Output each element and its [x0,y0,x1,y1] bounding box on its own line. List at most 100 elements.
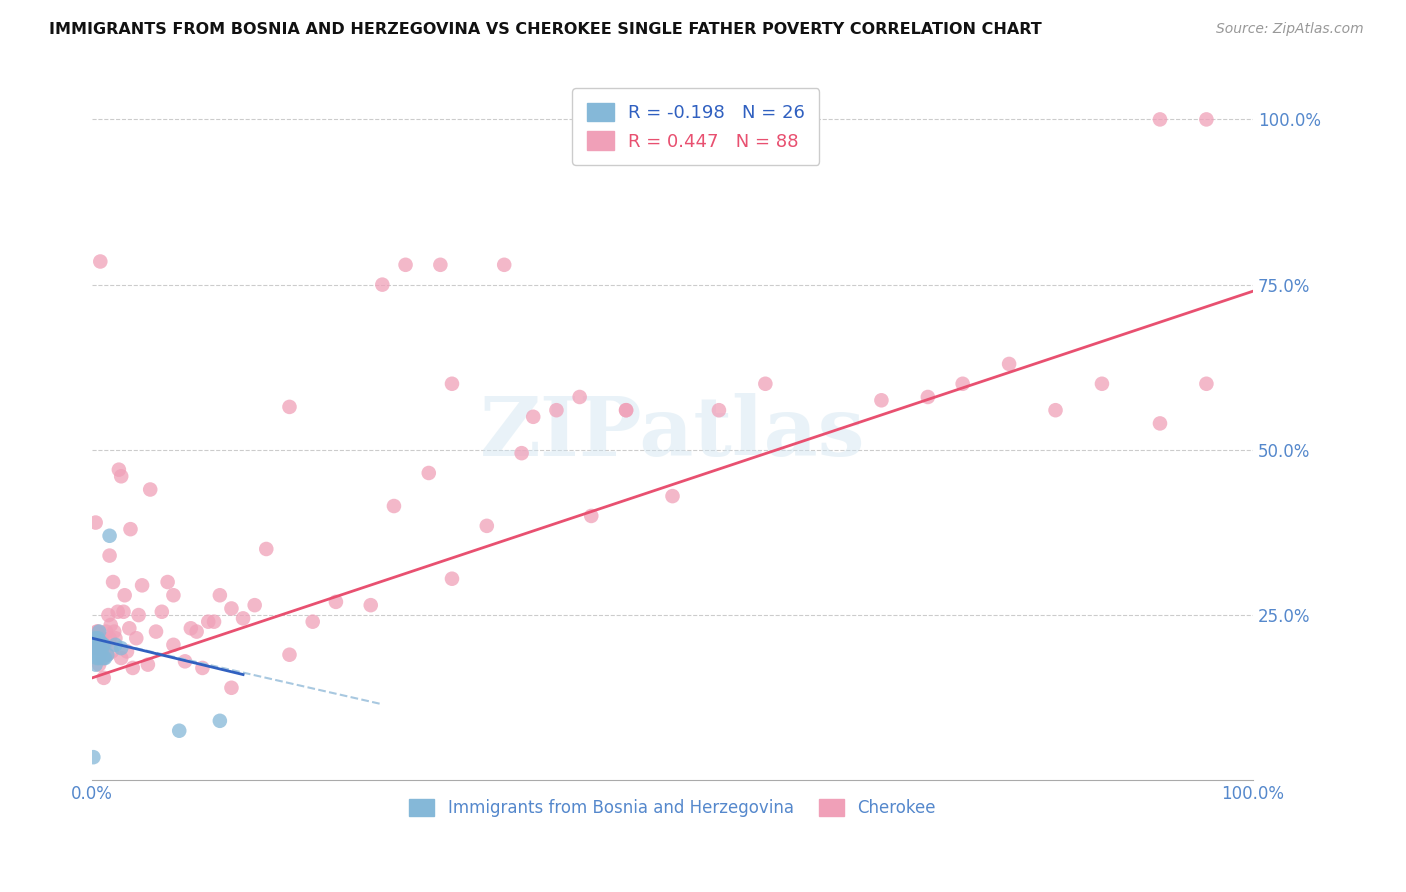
Point [180,621,202,635]
Point [998,357,1021,371]
Point [89,651,111,665]
Point [301,615,323,629]
Point [89,254,111,268]
Point [96,648,118,662]
Point [93,671,115,685]
Point [84,631,107,645]
Point [208,714,231,728]
Point [89,631,111,645]
Point [221,681,243,695]
Point [522,409,544,424]
Point [754,376,776,391]
Point [104,631,127,645]
Point [191,661,214,675]
Point [108,463,131,477]
Point [87,644,110,658]
Point [243,598,266,612]
Point [83,641,105,656]
Point [614,403,637,417]
Point [86,624,108,639]
Point [382,499,405,513]
Point [96,648,118,662]
Point [89,624,111,639]
Point [145,624,167,639]
Point [89,657,111,672]
Point [440,376,463,391]
Point [150,605,173,619]
Point [429,258,451,272]
Point [278,400,301,414]
Point [125,631,148,645]
Point [197,615,219,629]
Point [91,651,114,665]
Point [87,624,110,639]
Point [139,483,162,497]
Point [87,631,110,645]
Point [174,654,197,668]
Point [101,644,124,658]
Point [156,575,179,590]
Point [103,624,125,639]
Point [90,644,112,658]
Point [89,641,111,656]
Point [952,376,974,391]
Point [475,519,498,533]
Point [707,403,730,417]
Point [89,634,111,648]
Point [131,578,153,592]
Point [118,621,141,635]
Point [110,651,132,665]
Point [86,651,108,665]
Point [510,446,533,460]
Point [917,390,939,404]
Point [101,575,124,590]
Point [278,648,301,662]
Point [394,258,416,272]
Point [371,277,394,292]
Point [1195,112,1218,127]
Point [568,390,591,404]
Point [186,624,208,639]
Point [98,549,121,563]
Point [360,598,382,612]
Point [93,638,115,652]
Point [162,588,184,602]
Point [614,403,637,417]
Point [100,618,122,632]
Point [1149,112,1171,127]
Point [1091,376,1114,391]
Point [115,644,138,658]
Point [581,508,603,523]
Point [87,641,110,656]
Point [107,605,129,619]
Point [98,529,121,543]
Point [97,608,120,623]
Point [83,638,105,652]
Point [325,595,347,609]
Point [93,651,115,665]
Point [162,638,184,652]
Point [136,657,159,672]
Point [440,572,463,586]
Point [494,258,516,272]
Point [1149,417,1171,431]
Text: IMMIGRANTS FROM BOSNIA AND HERZEGOVINA VS CHEROKEE SINGLE FATHER POVERTY CORRELA: IMMIGRANTS FROM BOSNIA AND HERZEGOVINA V… [49,22,1042,37]
Point [94,651,117,665]
Point [232,611,254,625]
Text: Source: ZipAtlas.com: Source: ZipAtlas.com [1216,22,1364,37]
Point [104,638,127,652]
Point [86,644,108,658]
Point [98,631,121,645]
Point [112,605,135,619]
Point [84,644,107,658]
Point [110,469,132,483]
Point [110,641,132,656]
Point [86,634,108,648]
Point [91,638,114,652]
Point [208,588,231,602]
Point [84,516,107,530]
Point [121,661,143,675]
Point [418,466,440,480]
Legend: Immigrants from Bosnia and Herzegovina, Cherokee: Immigrants from Bosnia and Herzegovina, … [402,792,942,824]
Text: ZIPatlas: ZIPatlas [479,393,865,474]
